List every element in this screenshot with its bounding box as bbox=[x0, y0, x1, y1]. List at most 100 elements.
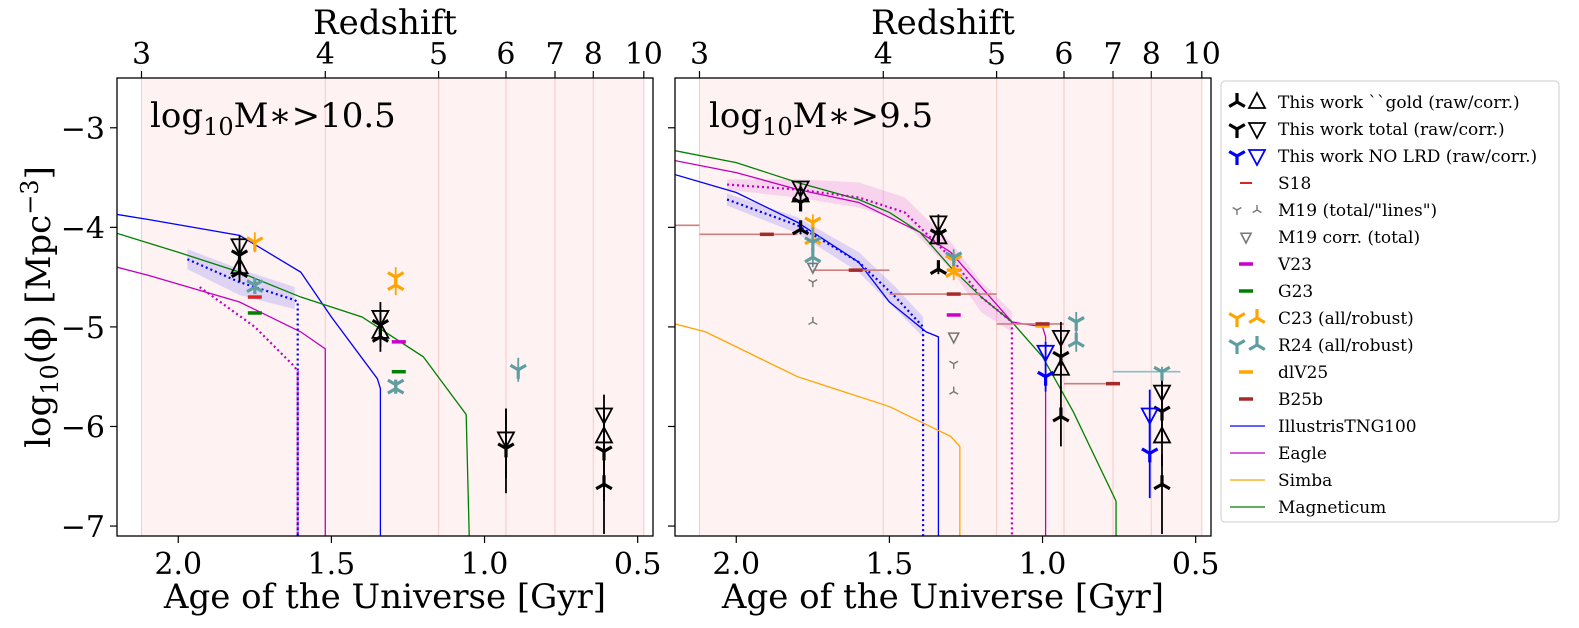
low-mass-point-this-work-total-raw bbox=[1052, 350, 1070, 366]
high-mass-x-tick-label: 1.0 bbox=[461, 547, 509, 582]
legend-entry: C23 (all/robust) bbox=[1228, 309, 1414, 329]
low-mass-point-m19-lines bbox=[808, 316, 818, 326]
low-mass-x-tick-label: 1.0 bbox=[1019, 547, 1067, 582]
legend-entry-label: This work ``gold (raw/corr.) bbox=[1278, 93, 1520, 113]
legend-entry: dlV25 bbox=[1239, 363, 1328, 383]
legend-marker-handle bbox=[1228, 339, 1246, 354]
high-mass-point-r24-all bbox=[509, 363, 527, 379]
low-mass-point-this-work-no-lrd-corr bbox=[1140, 407, 1160, 426]
legend-entry-label: G23 bbox=[1278, 282, 1313, 302]
low-mass-point-this-work-gold-raw bbox=[791, 220, 810, 236]
legend-entry-label: R24 (all/robust) bbox=[1278, 336, 1414, 356]
high-mass-point-this-work-total-raw bbox=[230, 249, 249, 265]
legend-marker-handle bbox=[1239, 232, 1253, 245]
low-mass-redshift-tick-label: 6 bbox=[1054, 37, 1073, 72]
legend-marker-handle bbox=[1232, 206, 1242, 215]
high-mass-point-c23-robust bbox=[387, 276, 405, 291]
low-mass-series-eagle bbox=[675, 160, 1047, 536]
legend-marker-handle bbox=[1247, 149, 1267, 167]
high-mass-point-c23-all bbox=[246, 236, 264, 252]
low-mass-point-this-work-total-corr bbox=[1152, 384, 1172, 403]
low-mass-series-simba bbox=[675, 323, 961, 536]
low-mass-redshift-tick-label: 7 bbox=[1103, 37, 1122, 72]
panel-low-mass-marks bbox=[675, 150, 1181, 536]
legend-entry: V23 bbox=[1239, 255, 1312, 275]
low-mass-point-m19-lines bbox=[949, 386, 959, 395]
legend-entry-label: IllustrisTNG100 bbox=[1278, 417, 1417, 437]
high-mass-point-this-work-total-corr bbox=[370, 310, 390, 328]
high-mass-point-this-work-total-corr bbox=[230, 238, 250, 257]
legend-entry: R24 (all/robust) bbox=[1228, 336, 1414, 356]
low-mass-point-m19-corr bbox=[806, 262, 820, 275]
low-mass-point-this-work-no-lrd-corr bbox=[1036, 344, 1056, 363]
legend-entry: Eagle bbox=[1230, 444, 1327, 464]
panel-high-mass-axes: 2.0 1.5 1.0 0.5 3 4 5 6 7 8 10 −7 −6 −5 −4 −3 bbox=[61, 37, 663, 582]
high-mass-point-this-work-total-corr bbox=[594, 407, 614, 426]
legend-entry-label: M19 (total/"lines") bbox=[1278, 201, 1437, 221]
low-mass-series-magneticum bbox=[675, 150, 1117, 536]
panel-high-mass-xlabel: Age of the Universe [Gyr] bbox=[163, 577, 606, 617]
high-mass-redshift-tick-label: 8 bbox=[584, 37, 603, 72]
legend-frame bbox=[1220, 80, 1560, 523]
legend-entry-label: S18 bbox=[1278, 174, 1311, 194]
legend-marker-handle bbox=[1228, 93, 1246, 108]
legend-marker-handle bbox=[1247, 91, 1267, 109]
high-mass-redshift-tick-label: 10 bbox=[625, 37, 663, 72]
high-mass-x-tick-label: 1.5 bbox=[308, 547, 356, 582]
low-mass-point-r24-all bbox=[1067, 316, 1085, 331]
y-axis-label: log10(ϕ) [Mpc−3] bbox=[16, 166, 64, 448]
legend-entry: G23 bbox=[1239, 282, 1313, 302]
high-mass-point-r24-robust bbox=[246, 278, 264, 293]
panel-high-mass-background bbox=[141, 78, 645, 536]
legend-entry-label: C23 (all/robust) bbox=[1278, 309, 1414, 329]
high-mass-series-illustristng100-dotted bbox=[187, 258, 299, 536]
panel-low-mass-redshift-title: Redshift bbox=[871, 3, 1015, 43]
low-mass-redshift-tick-label: 8 bbox=[1142, 37, 1161, 72]
low-mass-point-this-work-no-lrd-raw bbox=[1036, 370, 1055, 386]
panel-high-mass: 2.0 1.5 1.0 0.5 3 4 5 6 7 8 10 −7 −6 −5 −4 −3 log10M∗>1… bbox=[61, 3, 663, 617]
low-mass-point-r24-all bbox=[1153, 365, 1171, 381]
low-mass-point-this-work-total-raw bbox=[929, 228, 948, 244]
low-mass-series-illustristng100-dotted bbox=[726, 198, 925, 536]
panel-high-mass-redshift-title: Redshift bbox=[313, 3, 457, 43]
legend-entry-label: This work NO LRD (raw/corr.) bbox=[1278, 147, 1537, 167]
high-mass-redshift-tick-label: 7 bbox=[545, 37, 564, 72]
low-mass-point-m19-total bbox=[808, 279, 818, 288]
low-mass-point-r24-robust bbox=[1067, 332, 1085, 348]
legend-entry-label: M19 corr. (total) bbox=[1278, 228, 1420, 248]
legend-entry: B25b bbox=[1239, 390, 1323, 410]
low-mass-point-r24-all bbox=[945, 251, 963, 267]
panel-high-mass-marks bbox=[117, 213, 614, 536]
y-tick-label: −7 bbox=[61, 510, 105, 545]
legend: This work ``gold (raw/corr.) This work to… bbox=[1220, 80, 1560, 523]
panel-high-mass-frame bbox=[116, 77, 654, 537]
legend-entry-label: dlV25 bbox=[1278, 363, 1328, 383]
low-mass-point-this-work-total-corr bbox=[791, 180, 811, 199]
legend-entry-label: V23 bbox=[1277, 255, 1312, 275]
panel-low-mass-xlabel: Age of the Universe [Gyr] bbox=[721, 577, 1164, 617]
low-mass-point-m19-total bbox=[949, 360, 959, 369]
y-tick-label: −4 bbox=[61, 211, 105, 246]
legend-marker-handle bbox=[1252, 205, 1262, 214]
legend-marker-handle bbox=[1248, 309, 1266, 324]
high-mass-x-tick-label: 2.0 bbox=[154, 547, 202, 582]
low-mass-point-this-work-total-corr bbox=[928, 215, 948, 234]
legend-marker-handle bbox=[1228, 150, 1246, 165]
high-mass-series-eagle-dotted bbox=[199, 286, 299, 536]
panel-high-mass-label: log10M∗>10.5 bbox=[150, 96, 396, 141]
legend-entry: This work ``gold (raw/corr.) bbox=[1228, 91, 1520, 113]
legend-entry-label: This work total (raw/corr.) bbox=[1278, 120, 1505, 140]
low-mass-point-this-work-total-raw bbox=[791, 196, 810, 212]
low-mass-redshift-tick-label: 10 bbox=[1183, 37, 1221, 72]
high-mass-redshift-tick-label: 3 bbox=[132, 37, 151, 72]
legend-entry: Simba bbox=[1230, 471, 1332, 491]
low-mass-point-this-work-gold-raw bbox=[929, 260, 948, 276]
low-mass-point-r24-robust bbox=[804, 248, 822, 264]
legend-entry: M19 corr. (total) bbox=[1239, 228, 1420, 248]
panel-low-mass-frame bbox=[674, 77, 1212, 537]
legend-entry: Magneticum bbox=[1230, 498, 1386, 518]
low-mass-x-tick-label: 2.0 bbox=[712, 547, 760, 582]
low-mass-point-this-work-gold-raw bbox=[1153, 475, 1171, 491]
panel-low-mass: 2.0 1.5 1.0 0.5 3 4 5 6 7 8 10 log10M∗>9.5 Redshif… bbox=[668, 3, 1221, 617]
